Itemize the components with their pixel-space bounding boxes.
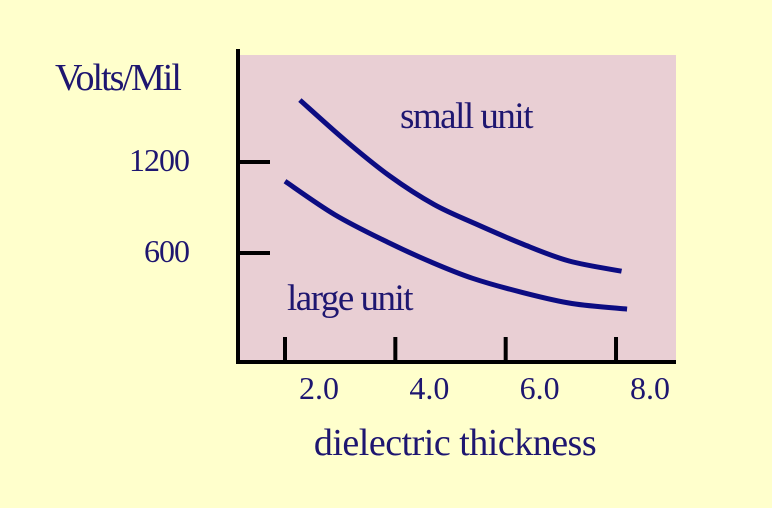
y-axis-label: Volts/Mil bbox=[55, 57, 181, 99]
x-tick-label: 6.0 bbox=[520, 370, 560, 406]
series-label-large-unit: large unit bbox=[287, 278, 414, 319]
series-line-small-unit bbox=[298, 98, 623, 274]
x-tick-label: 8.0 bbox=[630, 370, 670, 406]
x-tick-label: 4.0 bbox=[409, 370, 449, 406]
x-tick-label: 2.0 bbox=[299, 370, 339, 406]
x-axis-label: dielectric thickness bbox=[314, 422, 596, 464]
plot-area bbox=[238, 55, 676, 361]
y-tick-label: 600 bbox=[144, 233, 189, 269]
y-tick-label: 1200 bbox=[129, 142, 189, 178]
series-label-small-unit: small unit bbox=[400, 96, 534, 137]
series-line-large-unit bbox=[283, 179, 628, 312]
